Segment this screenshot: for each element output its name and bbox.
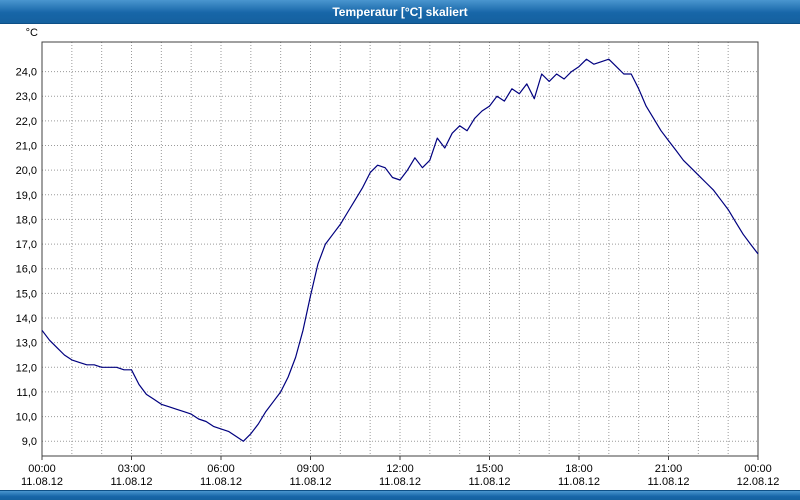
- svg-text:18,0: 18,0: [16, 214, 37, 226]
- svg-text:14,0: 14,0: [16, 313, 37, 325]
- svg-text:16,0: 16,0: [16, 264, 37, 276]
- svg-text:10,0: 10,0: [16, 412, 37, 424]
- svg-text:12.08.12: 12.08.12: [737, 476, 780, 488]
- temperature-chart: °C 9,0 10,0 11,0 12,0 13,0 14,0 15,0 16,0 17,0 18,…: [16, 27, 780, 488]
- chart-area: °C 9,0 10,0 11,0 12,0 13,0 14,0 15,0 16,0 17,0 18,…: [0, 24, 800, 490]
- svg-text:11.08.12: 11.08.12: [21, 476, 63, 488]
- svg-text:11.08.12: 11.08.12: [379, 476, 421, 488]
- svg-text:11.08.12: 11.08.12: [647, 476, 689, 488]
- svg-text:12:00: 12:00: [386, 463, 414, 475]
- svg-text:22,0: 22,0: [16, 116, 37, 128]
- svg-text:9,0: 9,0: [22, 436, 37, 448]
- svg-text:11.08.12: 11.08.12: [110, 476, 152, 488]
- svg-text:24,0: 24,0: [16, 67, 37, 79]
- svg-text:11.08.12: 11.08.12: [558, 476, 600, 488]
- svg-text:15:00: 15:00: [476, 463, 504, 475]
- svg-text:17,0: 17,0: [16, 239, 37, 251]
- chart-title: Temperatur [°C] skaliert: [332, 4, 468, 19]
- svg-text:19,0: 19,0: [16, 190, 37, 202]
- title-bar: Temperatur [°C] skaliert: [0, 0, 800, 24]
- svg-text:13,0: 13,0: [16, 338, 37, 350]
- svg-text:18:00: 18:00: [565, 463, 593, 475]
- svg-text:20,0: 20,0: [16, 165, 37, 177]
- bottom-bar: [0, 490, 800, 500]
- svg-text:09:00: 09:00: [297, 463, 325, 475]
- svg-text:11.08.12: 11.08.12: [200, 476, 242, 488]
- svg-text:11,0: 11,0: [16, 387, 37, 399]
- svg-text:03:00: 03:00: [118, 463, 146, 475]
- svg-text:06:00: 06:00: [207, 463, 235, 475]
- svg-text:00:00: 00:00: [744, 463, 772, 475]
- svg-text:°C: °C: [26, 27, 38, 39]
- svg-text:11.08.12: 11.08.12: [468, 476, 510, 488]
- svg-text:21:00: 21:00: [655, 463, 683, 475]
- svg-text:23,0: 23,0: [16, 91, 37, 103]
- svg-text:11.08.12: 11.08.12: [289, 476, 331, 488]
- svg-text:12,0: 12,0: [16, 362, 37, 374]
- svg-text:21,0: 21,0: [16, 141, 37, 153]
- svg-text:15,0: 15,0: [16, 288, 37, 300]
- svg-text:00:00: 00:00: [28, 463, 56, 475]
